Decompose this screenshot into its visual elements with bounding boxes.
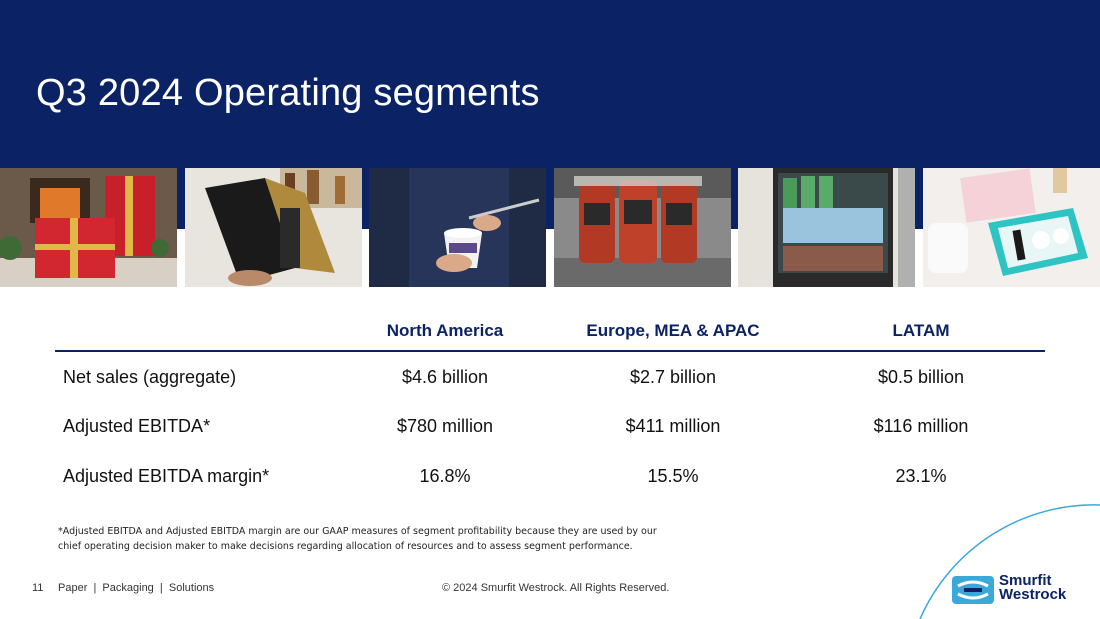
footer-copyright: © 2024 Smurfit Westrock. All Rights Rese… [442, 582, 670, 594]
header-banner [0, 0, 1100, 229]
tomato-jars-photo [554, 168, 731, 287]
cosmetics-box-photo [923, 168, 1100, 287]
beverage-fridge-photo [738, 168, 915, 287]
page-number: 11 [32, 582, 44, 594]
cell-margin-latam: 23.1% [895, 466, 947, 486]
cell-ebitda-north-america: $780 million [396, 416, 494, 436]
row-label-adjusted-ebitda: Adjusted EBITDA* [63, 416, 211, 436]
cell-net-sales-europe: $2.7 billion [629, 367, 717, 387]
cell-margin-north-america: 16.8% [419, 466, 471, 486]
header-divider [55, 350, 1045, 352]
column-header-north-america: North America [386, 321, 504, 340]
row-label-net-sales: Net sales (aggregate) [63, 367, 237, 387]
cell-ebitda-europe: $411 million [625, 416, 721, 436]
row-label-ebitda-margin: Adjusted EBITDA margin* [63, 466, 270, 486]
cell-net-sales-north-america: $4.6 billion [401, 367, 489, 387]
wine-box-photo [185, 168, 362, 287]
footnote: *Adjusted EBITDA and Adjusted EBITDA mar… [58, 526, 657, 552]
logo-line-2: Westrock [999, 586, 1067, 603]
column-header-europe-mea-apac: Europe, MEA & APAC [586, 321, 760, 340]
yogurt-cup-photo [369, 168, 546, 287]
gift-boxes-photo [0, 168, 177, 287]
company-logo: Smurfit Westrock [952, 572, 1067, 606]
cell-ebitda-latam: $116 million [873, 416, 969, 436]
photo-strip [0, 168, 1100, 287]
footer-tagline: Paper | Packaging | Solutions [58, 582, 215, 594]
cell-net-sales-latam: $0.5 billion [877, 367, 965, 387]
cell-margin-europe: 15.5% [647, 466, 699, 486]
logo-line-1: Smurfit [999, 572, 1052, 589]
page-title: Q3 2024 Operating segments [36, 72, 540, 114]
logo-mark-icon [952, 576, 994, 604]
column-header-latam: LATAM [892, 321, 950, 340]
